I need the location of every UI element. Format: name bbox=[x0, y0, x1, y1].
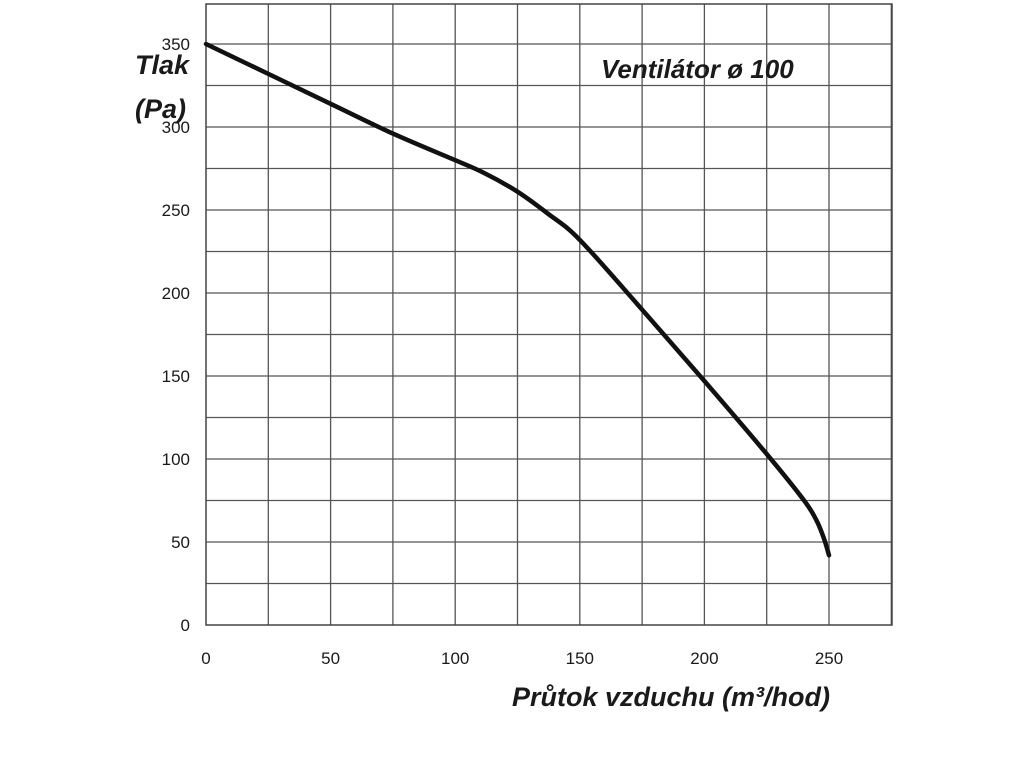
x-tick-label: 150 bbox=[566, 649, 594, 668]
x-tick-label: 50 bbox=[321, 649, 340, 668]
series-line bbox=[203, 41, 832, 558]
x-tick-labels: 0 50 100 150 200 250 bbox=[201, 649, 843, 668]
y-axis-label-line2: (Pa) bbox=[135, 94, 186, 124]
x-axis-label: Průtok vzduchu (m³/hod) bbox=[512, 682, 830, 712]
y-tick-label: 300 bbox=[162, 118, 190, 137]
x-tick-label: 250 bbox=[815, 649, 843, 668]
x-tick-label: 0 bbox=[201, 649, 210, 668]
y-tick-label: 50 bbox=[171, 533, 190, 552]
y-tick-label: 350 bbox=[162, 35, 190, 54]
y-tick-labels: 0 50 100 150 200 250 300 350 bbox=[162, 35, 190, 635]
y-tick-label: 250 bbox=[162, 201, 190, 220]
plot-frame bbox=[205, 3, 893, 626]
x-tick-label: 100 bbox=[441, 649, 469, 668]
x-tick-label: 200 bbox=[690, 649, 718, 668]
chart-title: Ventilátor ø 100 bbox=[601, 54, 794, 84]
y-axis-label-line1: Tlak bbox=[135, 50, 191, 80]
y-tick-label: 0 bbox=[181, 616, 190, 635]
grid bbox=[206, 4, 892, 625]
y-tick-label: 100 bbox=[162, 450, 190, 469]
y-tick-label: 200 bbox=[162, 284, 190, 303]
y-tick-label: 150 bbox=[162, 367, 190, 386]
